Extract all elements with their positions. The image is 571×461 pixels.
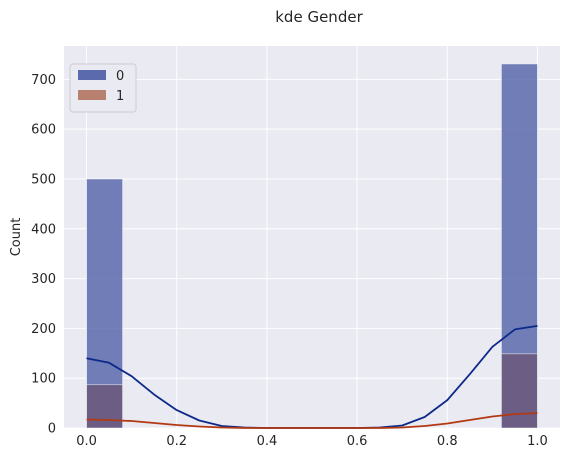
chart-title: kde Gender [275,8,363,26]
x-tick-label: 0.8 [437,434,458,449]
y-tick-label: 600 [31,123,56,138]
x-tick-label: 0.2 [166,434,187,449]
legend: 01 [69,63,137,113]
bar-series-1 [86,384,124,429]
legend-label-1: 1 [116,89,124,104]
y-tick-label: 400 [31,222,56,237]
kde-lines [86,325,538,429]
x-tick-label: 1.0 [527,434,548,449]
y-tick-label: 100 [31,372,56,387]
legend-swatch-1 [78,90,106,100]
legend-label-0: 0 [116,69,124,84]
legend-swatch-0 [78,70,106,80]
y-tick-label: 500 [31,172,56,187]
kde-line-series-1 [86,412,538,429]
y-axis-label: Count [9,218,24,257]
y-tick-label: 200 [31,322,56,337]
plot-area [64,46,560,428]
y-axis-ticks: 0 100 200 300 400 500 600 700 [31,73,56,437]
x-tick-label: 0.6 [347,434,368,449]
bar-series-1 [500,353,538,429]
x-tick-label: 0.0 [76,434,97,449]
y-tick-label: 300 [31,272,56,287]
y-tick-label: 700 [31,73,56,88]
x-tick-label: 0.4 [257,434,278,449]
x-axis-ticks: 0.0 0.2 0.4 0.6 0.8 1.0 [76,434,548,449]
y-tick-label: 0 [48,422,56,437]
